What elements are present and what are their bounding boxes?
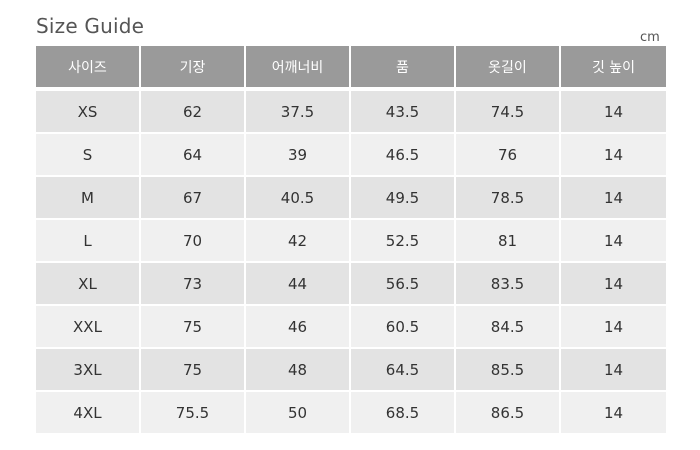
table-cell: 60.5	[351, 306, 456, 349]
size-cell: 3XL	[36, 349, 141, 392]
table-cell: 70	[141, 220, 246, 263]
size-table: 사이즈 기장 어깨너비 품 옷길이 깃 높이 XS 62 37.5 43.5 7…	[36, 46, 666, 433]
table-cell: 48	[246, 349, 351, 392]
table-cell: 81	[456, 220, 561, 263]
unit-label: cm	[640, 30, 660, 45]
table-cell: 14	[561, 263, 666, 306]
table-cell: 14	[561, 349, 666, 392]
table-row: XL 73 44 56.5 83.5 14	[36, 263, 666, 306]
table-cell: 49.5	[351, 177, 456, 220]
table-cell: 14	[561, 91, 666, 134]
table-cell: 46	[246, 306, 351, 349]
table-cell: 43.5	[351, 91, 456, 134]
table-row: M 67 40.5 49.5 78.5 14	[36, 177, 666, 220]
table-cell: 67	[141, 177, 246, 220]
table-cell: 74.5	[456, 91, 561, 134]
table-cell: 14	[561, 306, 666, 349]
table-cell: 76	[456, 134, 561, 177]
table-cell: 75	[141, 349, 246, 392]
size-cell: S	[36, 134, 141, 177]
size-cell: XXL	[36, 306, 141, 349]
table-cell: 50	[246, 392, 351, 433]
table-cell: 42	[246, 220, 351, 263]
table-row: L 70 42 52.5 81 14	[36, 220, 666, 263]
table-cell: 14	[561, 392, 666, 433]
table-cell: 64	[141, 134, 246, 177]
table-cell: 14	[561, 220, 666, 263]
table-row: XXL 75 46 60.5 84.5 14	[36, 306, 666, 349]
table-cell: 37.5	[246, 91, 351, 134]
size-cell: M	[36, 177, 141, 220]
table-cell: 83.5	[456, 263, 561, 306]
table-cell: 73	[141, 263, 246, 306]
header-shoulder: 어깨너비	[246, 46, 351, 91]
table-cell: 84.5	[456, 306, 561, 349]
table-row: 3XL 75 48 64.5 85.5 14	[36, 349, 666, 392]
header-row: 사이즈 기장 어깨너비 품 옷길이 깃 높이	[36, 46, 666, 91]
table-row: S 64 39 46.5 76 14	[36, 134, 666, 177]
page-title: Size Guide	[36, 14, 145, 38]
header-length: 기장	[141, 46, 246, 91]
table-row: 4XL 75.5 50 68.5 86.5 14	[36, 392, 666, 433]
header-chest: 품	[351, 46, 456, 91]
table-cell: 78.5	[456, 177, 561, 220]
table-cell: 75	[141, 306, 246, 349]
size-cell: XL	[36, 263, 141, 306]
table-cell: 40.5	[246, 177, 351, 220]
table-cell: 85.5	[456, 349, 561, 392]
size-cell: 4XL	[36, 392, 141, 433]
table-cell: 52.5	[351, 220, 456, 263]
table-cell: 14	[561, 134, 666, 177]
table-row: XS 62 37.5 43.5 74.5 14	[36, 91, 666, 134]
header-sleeve: 옷길이	[456, 46, 561, 91]
table-cell: 44	[246, 263, 351, 306]
table-cell: 64.5	[351, 349, 456, 392]
header-collar-height: 깃 높이	[561, 46, 666, 91]
size-cell: XS	[36, 91, 141, 134]
table-cell: 86.5	[456, 392, 561, 433]
table-cell: 62	[141, 91, 246, 134]
size-cell: L	[36, 220, 141, 263]
table-cell: 39	[246, 134, 351, 177]
table-cell: 46.5	[351, 134, 456, 177]
table-cell: 68.5	[351, 392, 456, 433]
table-cell: 75.5	[141, 392, 246, 433]
table-cell: 56.5	[351, 263, 456, 306]
header-size: 사이즈	[36, 46, 141, 91]
table-cell: 14	[561, 177, 666, 220]
